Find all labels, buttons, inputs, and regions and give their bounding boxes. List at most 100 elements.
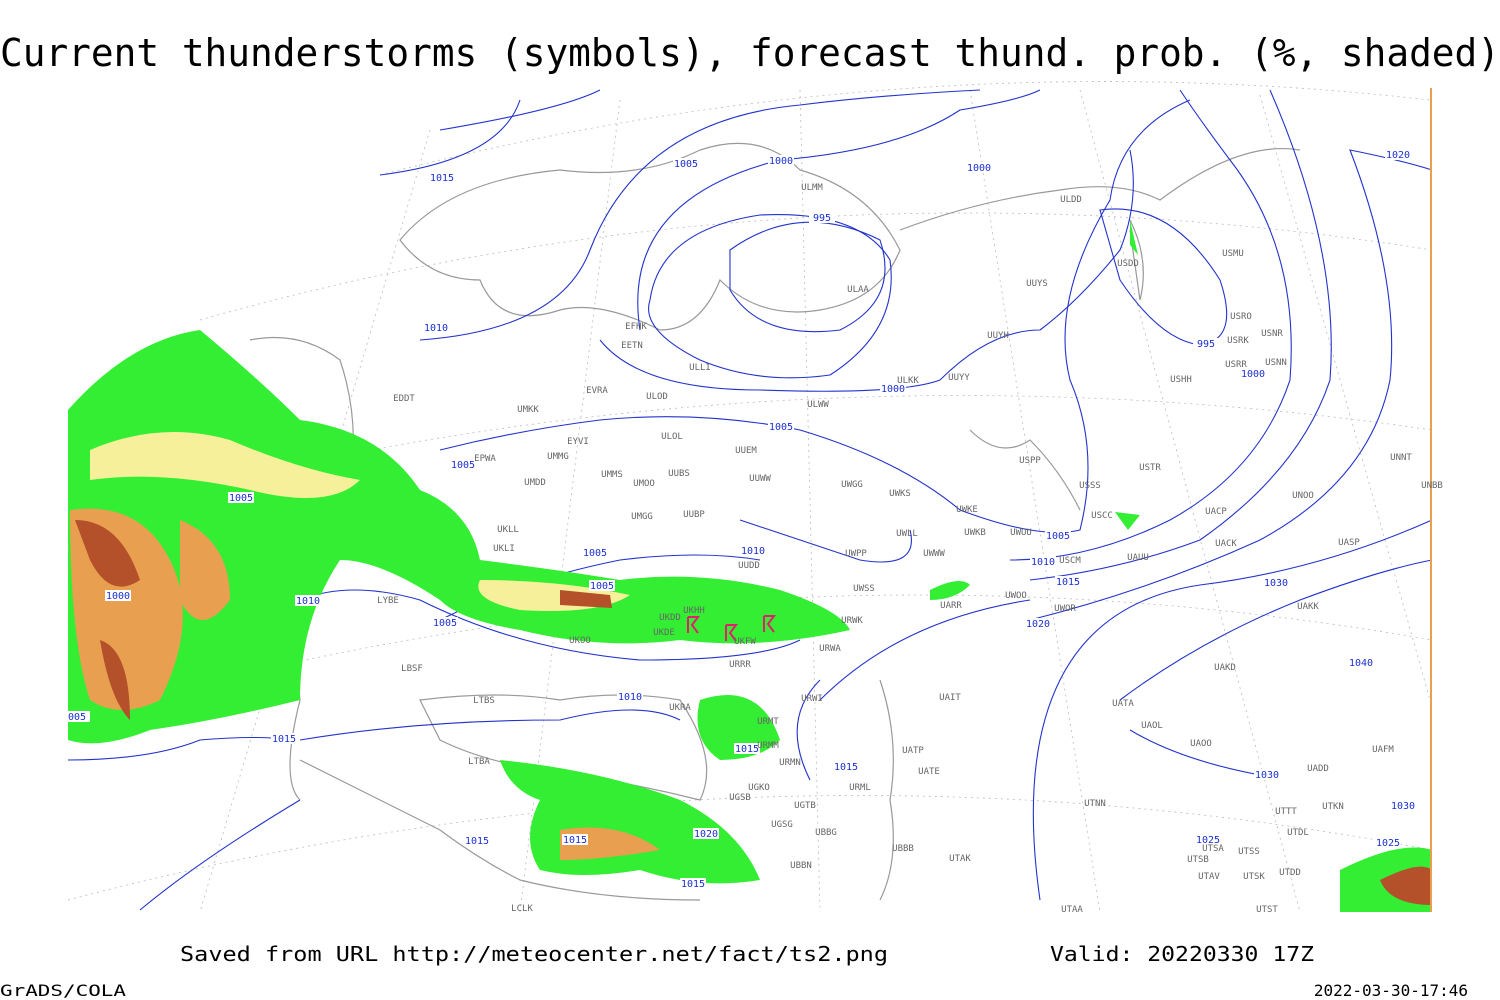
isobar-label-bg — [768, 155, 794, 166]
isobar — [648, 214, 892, 379]
prob-area — [1380, 866, 1432, 905]
station-label: UUBP — [683, 510, 705, 520]
isobar-label-bg — [1193, 338, 1219, 349]
isobar-label-bg — [966, 162, 992, 173]
isobar — [796, 599, 1031, 781]
station-label: URWA — [819, 644, 841, 654]
station-label: UMDD — [524, 478, 546, 488]
meridian — [199, 129, 431, 913]
station-label: UGSG — [771, 820, 793, 830]
station-label: UWWW — [923, 549, 945, 559]
isobar-label-bg — [1385, 149, 1411, 160]
prob-area — [68, 330, 850, 744]
isobar-label: 995 — [1197, 339, 1215, 350]
prob-area — [697, 220, 1140, 760]
valid-time: Valid: 20220330 17Z — [1050, 942, 1314, 966]
station-label: UGTB — [794, 801, 816, 811]
isobar-label-bg — [562, 834, 588, 845]
isobar-label-bg — [589, 580, 615, 591]
station-label: UBBG — [815, 828, 837, 838]
station-label: UMOO — [633, 479, 655, 489]
isobar-label-bg — [673, 158, 699, 169]
isobar-label: 1005 — [769, 422, 793, 433]
isobar-label: 1015 — [563, 835, 587, 846]
station-label: UUYS — [1026, 279, 1048, 289]
software-credit: GrADS/COLA — [0, 981, 126, 1000]
station-label: UMGG — [631, 512, 653, 522]
isobar — [67, 736, 301, 911]
isobar-label-bg — [1240, 368, 1266, 379]
isobar-label: 1020 — [694, 829, 718, 840]
isobar-label: 1000 — [769, 156, 793, 167]
isobar-label-bg — [693, 828, 719, 839]
map-edge — [1430, 88, 1432, 912]
meridian — [799, 89, 821, 913]
station-label: USCM — [1059, 556, 1081, 566]
station-label: UUBS — [668, 469, 690, 479]
station-label: UUYH — [987, 331, 1009, 341]
station-label: UTTT — [1275, 807, 1297, 817]
isobar — [1099, 208, 1228, 346]
station-label: UTSB — [1187, 855, 1209, 865]
station-label: USRK — [1227, 336, 1249, 346]
station-label: ULOL — [661, 432, 683, 442]
thunderstorm-probability-shading — [68, 220, 1432, 912]
isobar — [599, 149, 1134, 392]
station-label: UTAA — [1061, 905, 1083, 915]
isobar-label: 1005 — [451, 460, 475, 471]
isobar-label: 1005 — [590, 581, 614, 592]
station-label: USNN — [1265, 358, 1287, 368]
isobar-label: 1020 — [1026, 619, 1050, 630]
station-label: UAKK — [1297, 602, 1319, 612]
isobar-label: 1005 — [674, 159, 698, 170]
isobar-label: 1015 — [272, 734, 296, 745]
isobar-label: 1005 — [433, 618, 457, 629]
isobar-label-bg — [423, 322, 449, 333]
station-label: UAIT — [939, 693, 961, 703]
station-label: UACK — [1215, 539, 1237, 549]
isobar-label-bg — [1348, 657, 1374, 668]
isobar-label-bg — [1030, 556, 1056, 567]
isobar-label: 1010 — [296, 596, 320, 607]
station-label: LTBS — [473, 696, 495, 706]
station-label: UWGG — [841, 480, 863, 490]
coast — [969, 429, 1081, 511]
station-label: UNOO — [1292, 491, 1314, 501]
station-label: UTSS — [1238, 847, 1260, 857]
station-label: EYVI — [567, 437, 589, 447]
station-label: USMU — [1222, 249, 1244, 259]
isobar-label-bg — [271, 733, 297, 744]
isobar-label: 005 — [68, 712, 86, 723]
station-label: URMT — [757, 717, 779, 727]
isobar-label-bg — [582, 547, 608, 558]
isobar — [1029, 89, 1332, 581]
meridian — [1259, 94, 1431, 701]
station-label: USDD — [1117, 259, 1139, 269]
station-label: LTBA — [468, 757, 490, 767]
station-label: USRR — [1225, 360, 1247, 370]
station-label: EVRA — [586, 386, 608, 396]
map-labels: 1015 1005 1000 995 1000 1020 1010 995 1000 1000 10… — [64, 149, 1443, 915]
isobar-label: 1010 — [424, 323, 448, 334]
station-label: UAFM — [1372, 745, 1394, 755]
isobar-label: 1015 — [681, 879, 705, 890]
station-label: ULLI — [689, 363, 711, 373]
coast — [299, 759, 701, 901]
station-label: EFHK — [625, 322, 647, 332]
isobar-label-bg — [429, 172, 455, 183]
isobar-label: 1030 — [1264, 578, 1288, 589]
isobar-label: 1020 — [1386, 150, 1410, 161]
station-label: UTAK — [949, 854, 971, 864]
station-label: UAOO — [1190, 739, 1212, 749]
station-label: UATP — [902, 746, 924, 756]
station-label: UWPP — [845, 549, 867, 559]
station-label: UWSS — [853, 584, 875, 594]
isobar-label: 1000 — [106, 591, 130, 602]
station-label: USTR — [1139, 463, 1161, 473]
isobar — [1119, 559, 1433, 776]
isobar-label: 1010 — [741, 546, 765, 557]
station-label: USNR — [1261, 329, 1283, 339]
station-label: UKDE — [653, 628, 675, 638]
